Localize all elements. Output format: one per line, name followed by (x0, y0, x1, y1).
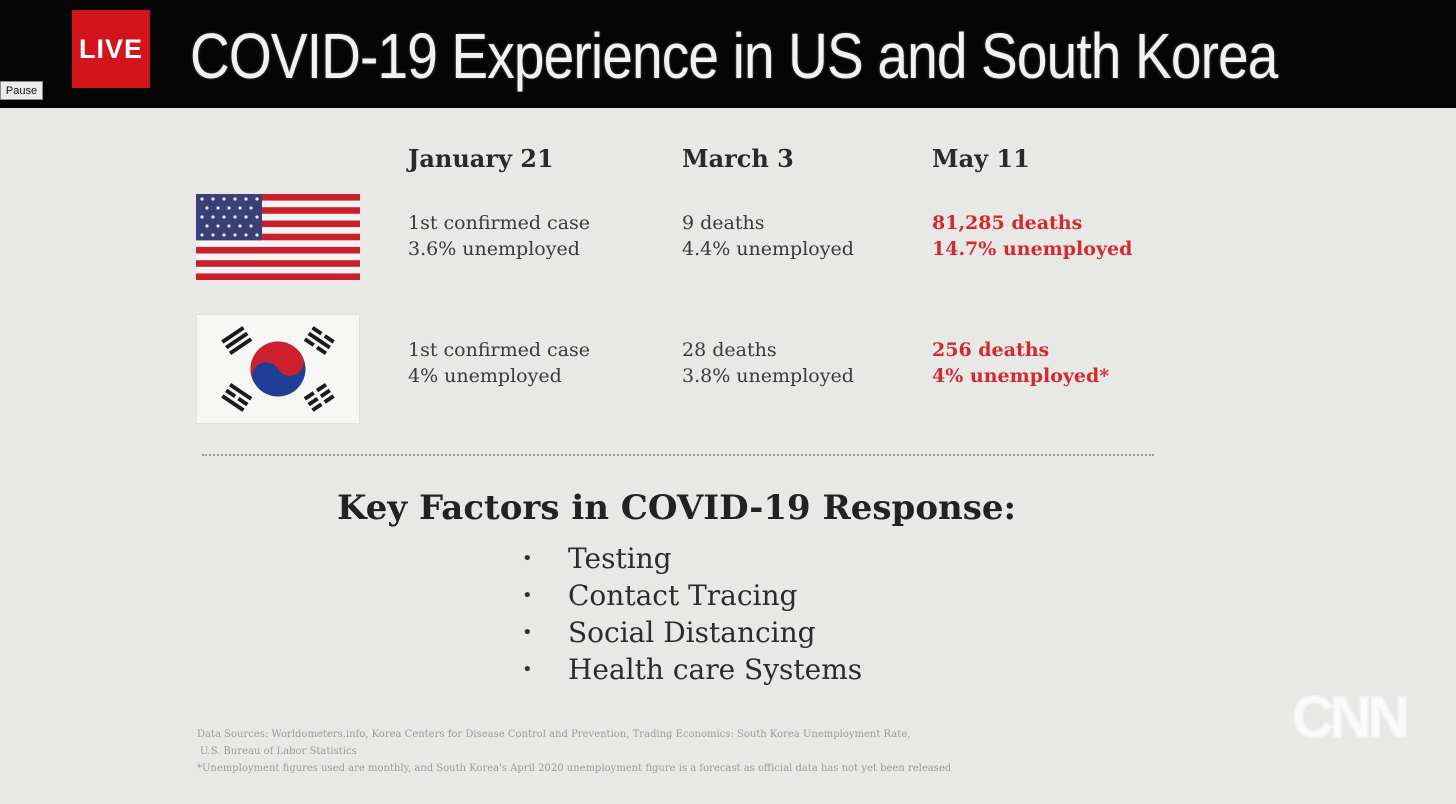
key-factor-label: Contact Tracing (568, 579, 798, 612)
key-factor-label: Social Distancing (568, 616, 816, 649)
us-mar-cell: 9 deaths 4.4% unemployed (682, 210, 854, 262)
kr-may-cell: 256 deaths 4% unemployed* (932, 337, 1109, 389)
us-jan-line2: 3.6% unemployed (408, 238, 580, 260)
kr-mar-line2: 3.8% unemployed (682, 365, 854, 387)
us-mar-line1: 9 deaths (682, 212, 765, 234)
kr-may-line2: 4% unemployed* (932, 365, 1110, 387)
kr-mar-cell: 28 deaths 3.8% unemployed (682, 337, 854, 389)
key-factor-item: • Contact Tracing (522, 577, 862, 614)
sources-line-1: Data Sources: Worldometers.info, Korea C… (197, 729, 911, 740)
cnn-logo: CNN (1291, 684, 1411, 751)
live-badge: LIVE (72, 10, 150, 88)
bullet-icon: • (522, 622, 533, 643)
kr-may-line1: 256 deaths (932, 339, 1050, 361)
slide: January 21 March 3 May 11 1st confirmed … (0, 108, 1456, 804)
key-factor-item: • Testing (522, 540, 862, 577)
key-factors-list: • Testing • Contact Tracing • Social Distan… (522, 540, 862, 688)
kr-mar-line1: 28 deaths (682, 339, 777, 361)
column-header-january-21: January 21 (408, 144, 554, 173)
us-jan-cell: 1st confirmed case 3.6% unemployed (408, 210, 590, 262)
key-factor-item: • Social Distancing (522, 614, 862, 651)
us-mar-line2: 4.4% unemployed (682, 238, 854, 260)
kr-jan-line2: 4% unemployed (408, 365, 562, 387)
key-factor-item: • Health care Systems (522, 651, 862, 688)
south-korea-flag-icon (196, 314, 360, 424)
column-header-march-3: March 3 (682, 144, 794, 173)
section-divider (202, 454, 1154, 456)
key-factors-title: Key Factors in COVID-19 Response: (337, 488, 1017, 528)
us-may-line2: 14.7% unemployed (932, 238, 1133, 260)
data-sources: Data Sources: Worldometers.info, Korea C… (197, 726, 1077, 777)
us-flag-icon (196, 194, 360, 280)
pause-button[interactable]: Pause (0, 81, 43, 100)
broadcast-header: LIVE COVID-19 Experience in US and South… (0, 0, 1456, 108)
bullet-icon: • (522, 659, 533, 680)
us-may-cell: 81,285 deaths 14.7% unemployed (932, 210, 1132, 262)
column-header-may-11: May 11 (932, 144, 1030, 173)
kr-jan-cell: 1st confirmed case 4% unemployed (408, 337, 590, 389)
us-may-line1: 81,285 deaths (932, 212, 1083, 234)
bullet-icon: • (522, 548, 533, 569)
sources-footnote: *Unemployment figures used are monthly, … (197, 763, 952, 774)
sources-line-2: U.S. Bureau of Labor Statistics (200, 746, 357, 757)
us-jan-line1: 1st confirmed case (408, 212, 591, 234)
kr-jan-line1: 1st confirmed case (408, 339, 591, 361)
key-factor-label: Testing (568, 542, 672, 575)
bullet-icon: • (522, 585, 533, 606)
headline: COVID-19 Experience in US and South Kore… (190, 20, 1278, 92)
key-factor-label: Health care Systems (568, 653, 863, 686)
